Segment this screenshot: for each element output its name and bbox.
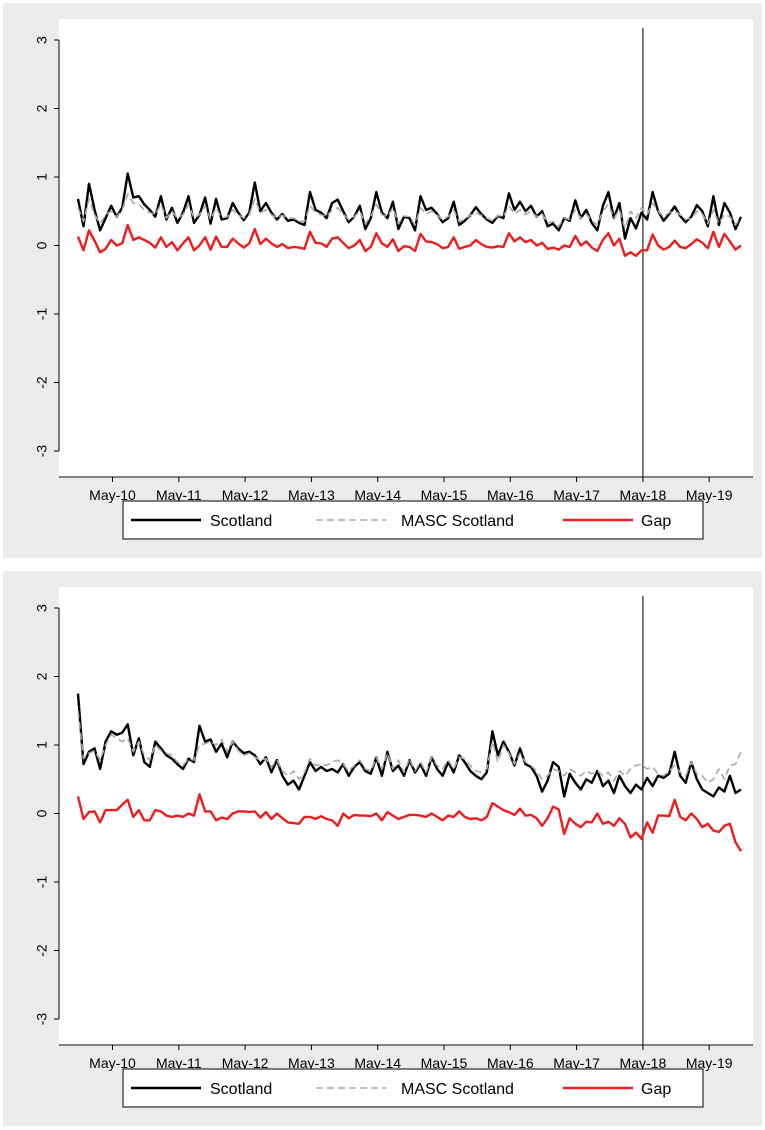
legend-label-masc-scotland: MASC Scotland: [401, 1081, 514, 1098]
x-tick-label: May-16: [487, 1055, 534, 1071]
y-tick-label: -1: [34, 876, 50, 889]
y-tick-label: -2: [34, 944, 50, 957]
chart-panel-top: 3 2 1 0 -1 -2 -3 May-10 May-11 May-12 May-13 May-14…: [3, 3, 762, 558]
x-tick-label: May-18: [620, 487, 667, 503]
y-tick-label: 2: [34, 104, 50, 112]
series-line-masc-scotland: [77, 193, 742, 230]
x-tick-label: May-17: [553, 1055, 600, 1071]
y-tick-label: 0: [34, 809, 50, 817]
series-line-masc-scotland: [77, 710, 742, 784]
x-tick-label: May-19: [686, 487, 733, 503]
y-tick-label: -3: [34, 1013, 50, 1026]
plot-area: [59, 19, 753, 478]
legend-label-scotland: Scotland: [210, 1081, 272, 1098]
x-tick-label: May-12: [222, 1055, 269, 1071]
y-tick-label: 0: [34, 241, 50, 249]
chart-panel-bottom: 3 2 1 0 -1 -2 -3 May-10 May-11 May-12 May-13 May-14…: [3, 571, 762, 1126]
y-tick-label: -2: [34, 376, 50, 389]
legend-label-scotland: Scotland: [210, 513, 272, 530]
x-tick-label: May-19: [686, 1055, 733, 1071]
x-tick-label: May-11: [156, 1055, 202, 1071]
y-tick-label: 3: [34, 36, 50, 44]
x-tick-label: May-16: [487, 487, 534, 503]
x-tick-label: May-12: [222, 487, 269, 503]
chart-bottom: 3 2 1 0 -1 -2 -3 May-10 May-11 May-12 May-13 May-14…: [34, 587, 753, 1108]
x-tick-label: May-15: [421, 1055, 468, 1071]
y-tick-label: 2: [34, 672, 50, 680]
legend-label-gap: Gap: [641, 513, 671, 530]
y-tick-label: -3: [34, 445, 50, 458]
y-tick-label: -1: [34, 308, 50, 321]
series-line-gap: [76, 223, 742, 258]
x-tick-label: May-18: [620, 1055, 667, 1071]
series-line-gap: [76, 793, 743, 852]
x-tick-label: May-10: [89, 1055, 136, 1071]
y-tick-label: 3: [34, 604, 50, 612]
x-tick-label: May-14: [354, 1055, 401, 1071]
x-tick-label: May-15: [421, 487, 468, 503]
y-tick-label: 1: [34, 173, 50, 181]
x-tick-label: May-13: [288, 1055, 335, 1071]
legend-label-masc-scotland: MASC Scotland: [401, 513, 514, 530]
x-tick-label: May-13: [288, 487, 335, 503]
legend-label-gap: Gap: [641, 1081, 671, 1098]
x-tick-label: May-10: [89, 487, 136, 503]
x-tick-label: May-11: [156, 487, 202, 503]
chart-top: 3 2 1 0 -1 -2 -3 May-10 May-11 May-12 May-13 May-14…: [34, 19, 753, 540]
y-tick-label: 1: [34, 741, 50, 749]
x-tick-label: May-14: [354, 487, 401, 503]
x-tick-label: May-17: [553, 487, 600, 503]
series-line-scotland: [76, 172, 743, 240]
series-line-scotland: [76, 693, 742, 798]
